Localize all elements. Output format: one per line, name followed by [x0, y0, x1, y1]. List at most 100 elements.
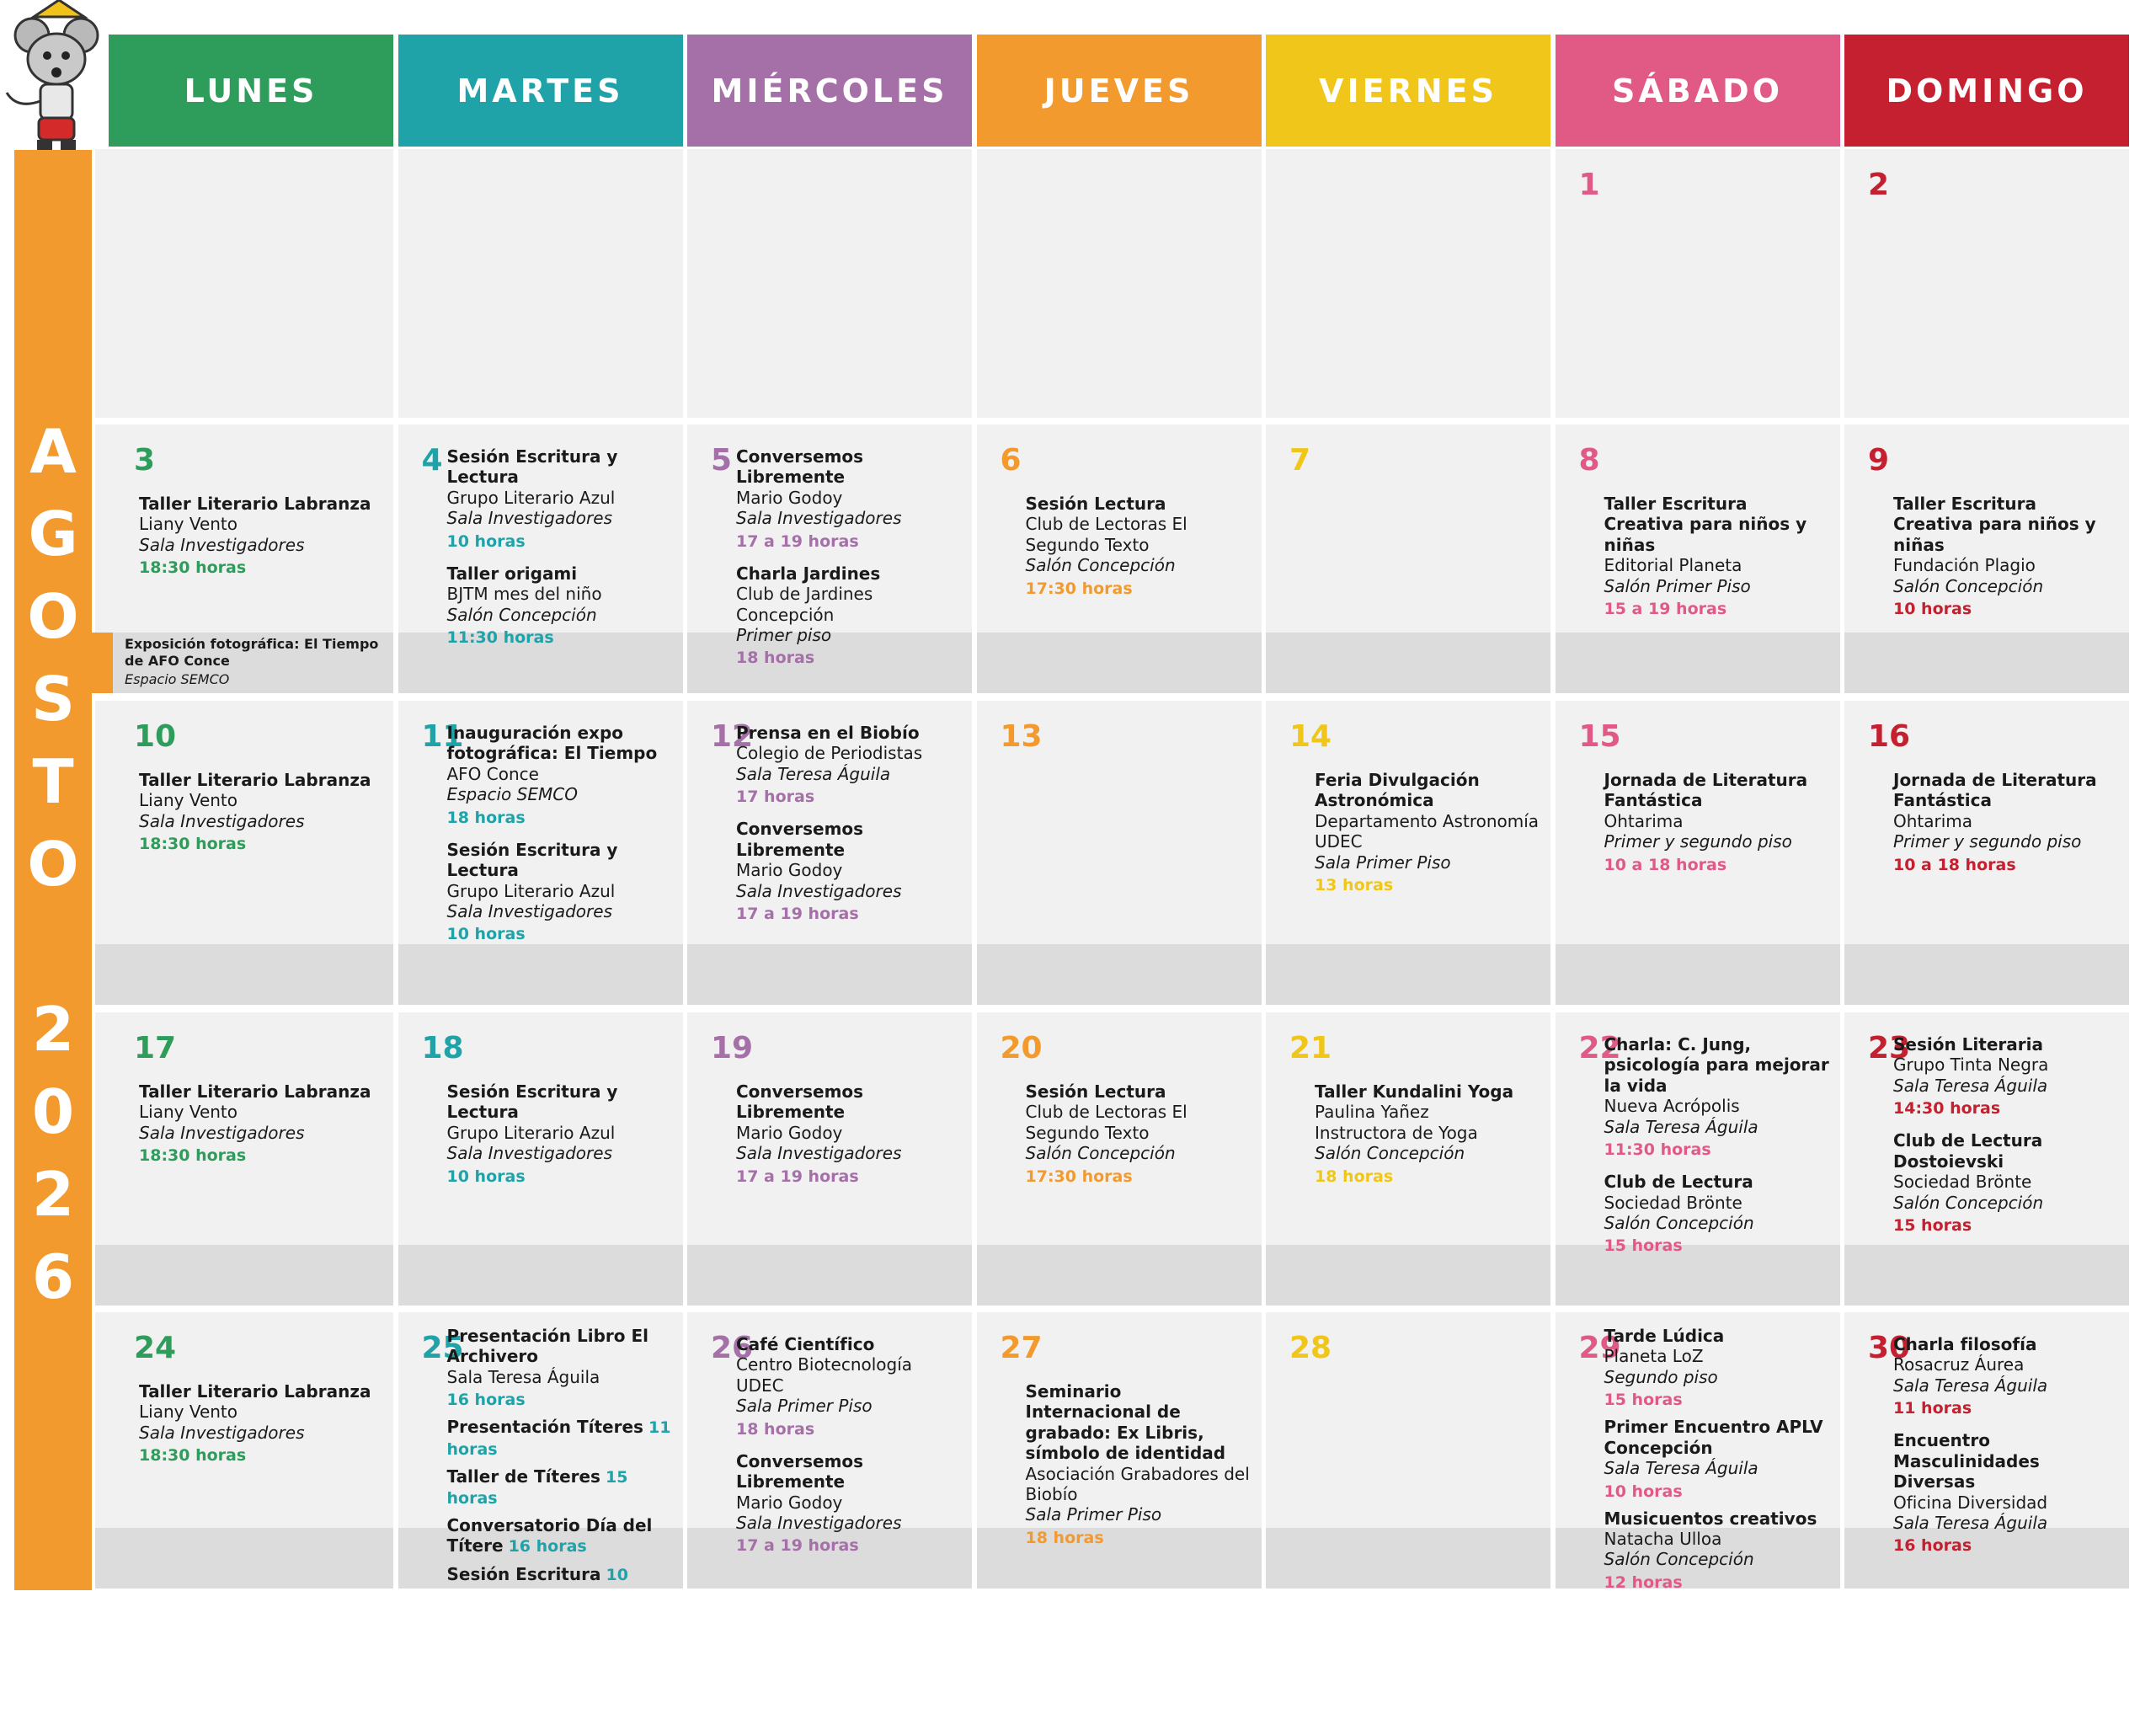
event-detail: Paulina Yañez — [1315, 1102, 1429, 1123]
day-cell — [976, 149, 1262, 418]
event-title: Presentación Títeres — [446, 1417, 643, 1438]
day-number: 26 — [711, 1331, 754, 1365]
day-number: 11 — [421, 719, 464, 754]
event-place: Sala Primer Piso — [1025, 1504, 1162, 1525]
day-number: 9 — [1868, 443, 1890, 478]
event-list: Taller Kundalini Yoga Paulina Yañez Instru… — [1315, 1081, 1542, 1199]
event-place: Primer y segundo piso — [1604, 831, 1792, 852]
event-detail: Fundación Plagio — [1893, 555, 2036, 576]
day-cell — [1266, 149, 1550, 418]
event-time: 10 horas — [446, 1167, 526, 1186]
event-place: Sala Teresa Águila — [1604, 1458, 1758, 1479]
event-time: 17:30 horas — [1025, 579, 1133, 598]
event-time: 18 horas — [1315, 1167, 1394, 1186]
event-place: Salón Concepción — [1315, 1143, 1465, 1164]
event-place: Sala Teresa Águila — [736, 763, 891, 784]
event-time: 11:30 horas — [1604, 1140, 1711, 1159]
event-title: Conversemos Libremente — [736, 1450, 864, 1492]
event-detail: Liany Vento — [139, 1402, 238, 1423]
day-number: 20 — [1000, 1031, 1043, 1065]
event-detail: Instructora de Yoga — [1315, 1122, 1478, 1143]
event-place: Sala Investigadores — [139, 810, 305, 831]
event-place: Sala Investigadores — [736, 508, 902, 529]
event-time: 15 a 19 horas — [1604, 599, 1727, 618]
event-time: 16 horas — [446, 1391, 526, 1410]
event-title: Primer Encuentro APLV Concepción — [1604, 1417, 1823, 1458]
event: Jornada de Literatura Fantástica Ohtarima… — [1893, 770, 2121, 875]
day-cell: 1 — [1555, 149, 1840, 418]
event-time: 10 horas — [446, 531, 526, 551]
event-time: 15 horas — [1893, 1215, 1972, 1235]
day-cell: 9 Taller Escritura Creativa para niños y … — [1844, 424, 2129, 693]
day-number: 4 — [421, 443, 443, 478]
event: Tarde Lúdica Planeta LoZ Segundo piso 15 ho… — [1604, 1326, 1832, 1410]
event-list: Feria Divulgación Astronómica Departament… — [1315, 770, 1542, 907]
event-time: 18 horas — [736, 1419, 815, 1439]
event-place: Sala Investigadores — [736, 880, 902, 901]
day-cell: 12 Prensa en el Biobío Colegio de Periodis… — [687, 701, 972, 1005]
event-place: Sala Investigadores — [139, 534, 305, 555]
event-place: Sala Teresa Águila — [1893, 1375, 2048, 1396]
event-place: Sala Primer Piso — [736, 1396, 873, 1417]
event-list: Taller Escritura Creativa para niños y n… — [1893, 494, 2121, 631]
event-time: 18:30 horas — [139, 1446, 247, 1466]
day-cell — [687, 149, 972, 418]
event-time: 10 a 18 horas — [1604, 855, 1727, 874]
event: Sesión Escritura y Lectura Grupo Literari… — [447, 1081, 675, 1187]
event: Presentación Libro El Archivero Sala Tere… — [447, 1326, 675, 1410]
day-cell: 30 Charla filosofía Rosacruz Áurea Sala Ter… — [1844, 1312, 2129, 1589]
day-cell: 11 Inauguración expo fotográfica: El Tiem… — [398, 701, 683, 1005]
day-number: 14 — [1289, 719, 1332, 754]
day-header: DOMINGO — [1844, 35, 2129, 147]
event: Sesión Lectura Club de Lectoras El Segund… — [1026, 1081, 1253, 1187]
event-detail: Club de Jardines Concepción — [736, 584, 873, 625]
event-detail: Asociación Grabadores del Biobío — [1025, 1463, 1250, 1504]
event-place: Sala Primer Piso — [1315, 852, 1451, 873]
event-list: Inauguración expo fotográfica: El Tiempo… — [447, 723, 675, 956]
event-detail: Ohtarima — [1604, 810, 1684, 831]
event-title: Conversemos Libremente — [736, 1081, 864, 1123]
day-number: 13 — [1000, 719, 1043, 754]
event-time: 13 horas — [1315, 875, 1394, 894]
event-time: 17 a 19 horas — [736, 1167, 859, 1186]
day-cell: 26 Café Científico Centro Biotecnología UD… — [687, 1312, 972, 1589]
event-title: Club de Lectura — [1604, 1172, 1753, 1193]
day-cell: 8 Taller Escritura Creativa para niños y … — [1555, 424, 1840, 693]
event-time: 14:30 horas — [1893, 1099, 2001, 1119]
event-detail: Sociedad Brönte — [1893, 1172, 2032, 1193]
day-number: 7 — [1289, 443, 1311, 478]
day-number: 3 — [134, 443, 156, 478]
day-header: SÁBADO — [1555, 35, 1840, 147]
day-cell: 6 Sesión Lectura Club de Lectoras El Segun… — [976, 424, 1262, 693]
day-number: 22 — [1578, 1031, 1621, 1065]
day-cell: 28 — [1266, 1312, 1550, 1589]
event: Sesión Escritura y Lectura Grupo Literari… — [447, 446, 675, 552]
event: Taller Escritura Creativa para niños y n… — [1604, 494, 1832, 619]
day-cell: 3 Taller Literario Labranza Liany Vento Sal… — [95, 424, 393, 693]
event: Inauguración expo fotográfica: El Tiempo… — [447, 723, 675, 828]
event-time: 18 horas — [446, 808, 526, 827]
event-list: Sesión Literaria Grupo Tinta Negra Sala Te… — [1893, 1034, 2121, 1247]
event-place: Salón Primer Piso — [1604, 575, 1751, 596]
day-cell: 16 Jornada de Literatura Fantástica Ohtari… — [1844, 701, 2129, 1005]
event-list: Jornada de Literatura Fantástica Ohtarima… — [1604, 770, 1832, 887]
event-time: 10 a 18 horas — [1893, 855, 2016, 874]
event: Charla: C. Jung, psicología para mejorar… — [1604, 1034, 1832, 1160]
event-place: Sala Investigadores — [446, 900, 612, 921]
event-title: Charla Jardines — [736, 563, 881, 584]
event-title: Conversemos Libremente — [736, 819, 864, 860]
event-place: Sala Investigadores — [139, 1122, 305, 1143]
event-detail: Liany Vento — [139, 514, 238, 535]
event-title: Conversemos Libremente — [736, 446, 864, 488]
event-time: 15 horas — [1604, 1391, 1683, 1410]
event-time: 15 horas — [1604, 1236, 1683, 1256]
event-time: 16 horas — [508, 1537, 587, 1556]
day-number: 5 — [711, 443, 733, 478]
event-detail: Grupo Literario Azul — [446, 487, 616, 508]
event-detail: Sala Teresa Águila — [446, 1366, 600, 1387]
day-cell: 14 Feria Divulgación Astronómica Departame… — [1266, 701, 1550, 1005]
event-time: 12 horas — [1604, 1573, 1683, 1589]
event-place: Sala Investigadores — [736, 1143, 902, 1164]
exhibit-place: Espacio SEMCO — [125, 671, 230, 687]
event-detail: Mario Godoy — [736, 860, 843, 881]
